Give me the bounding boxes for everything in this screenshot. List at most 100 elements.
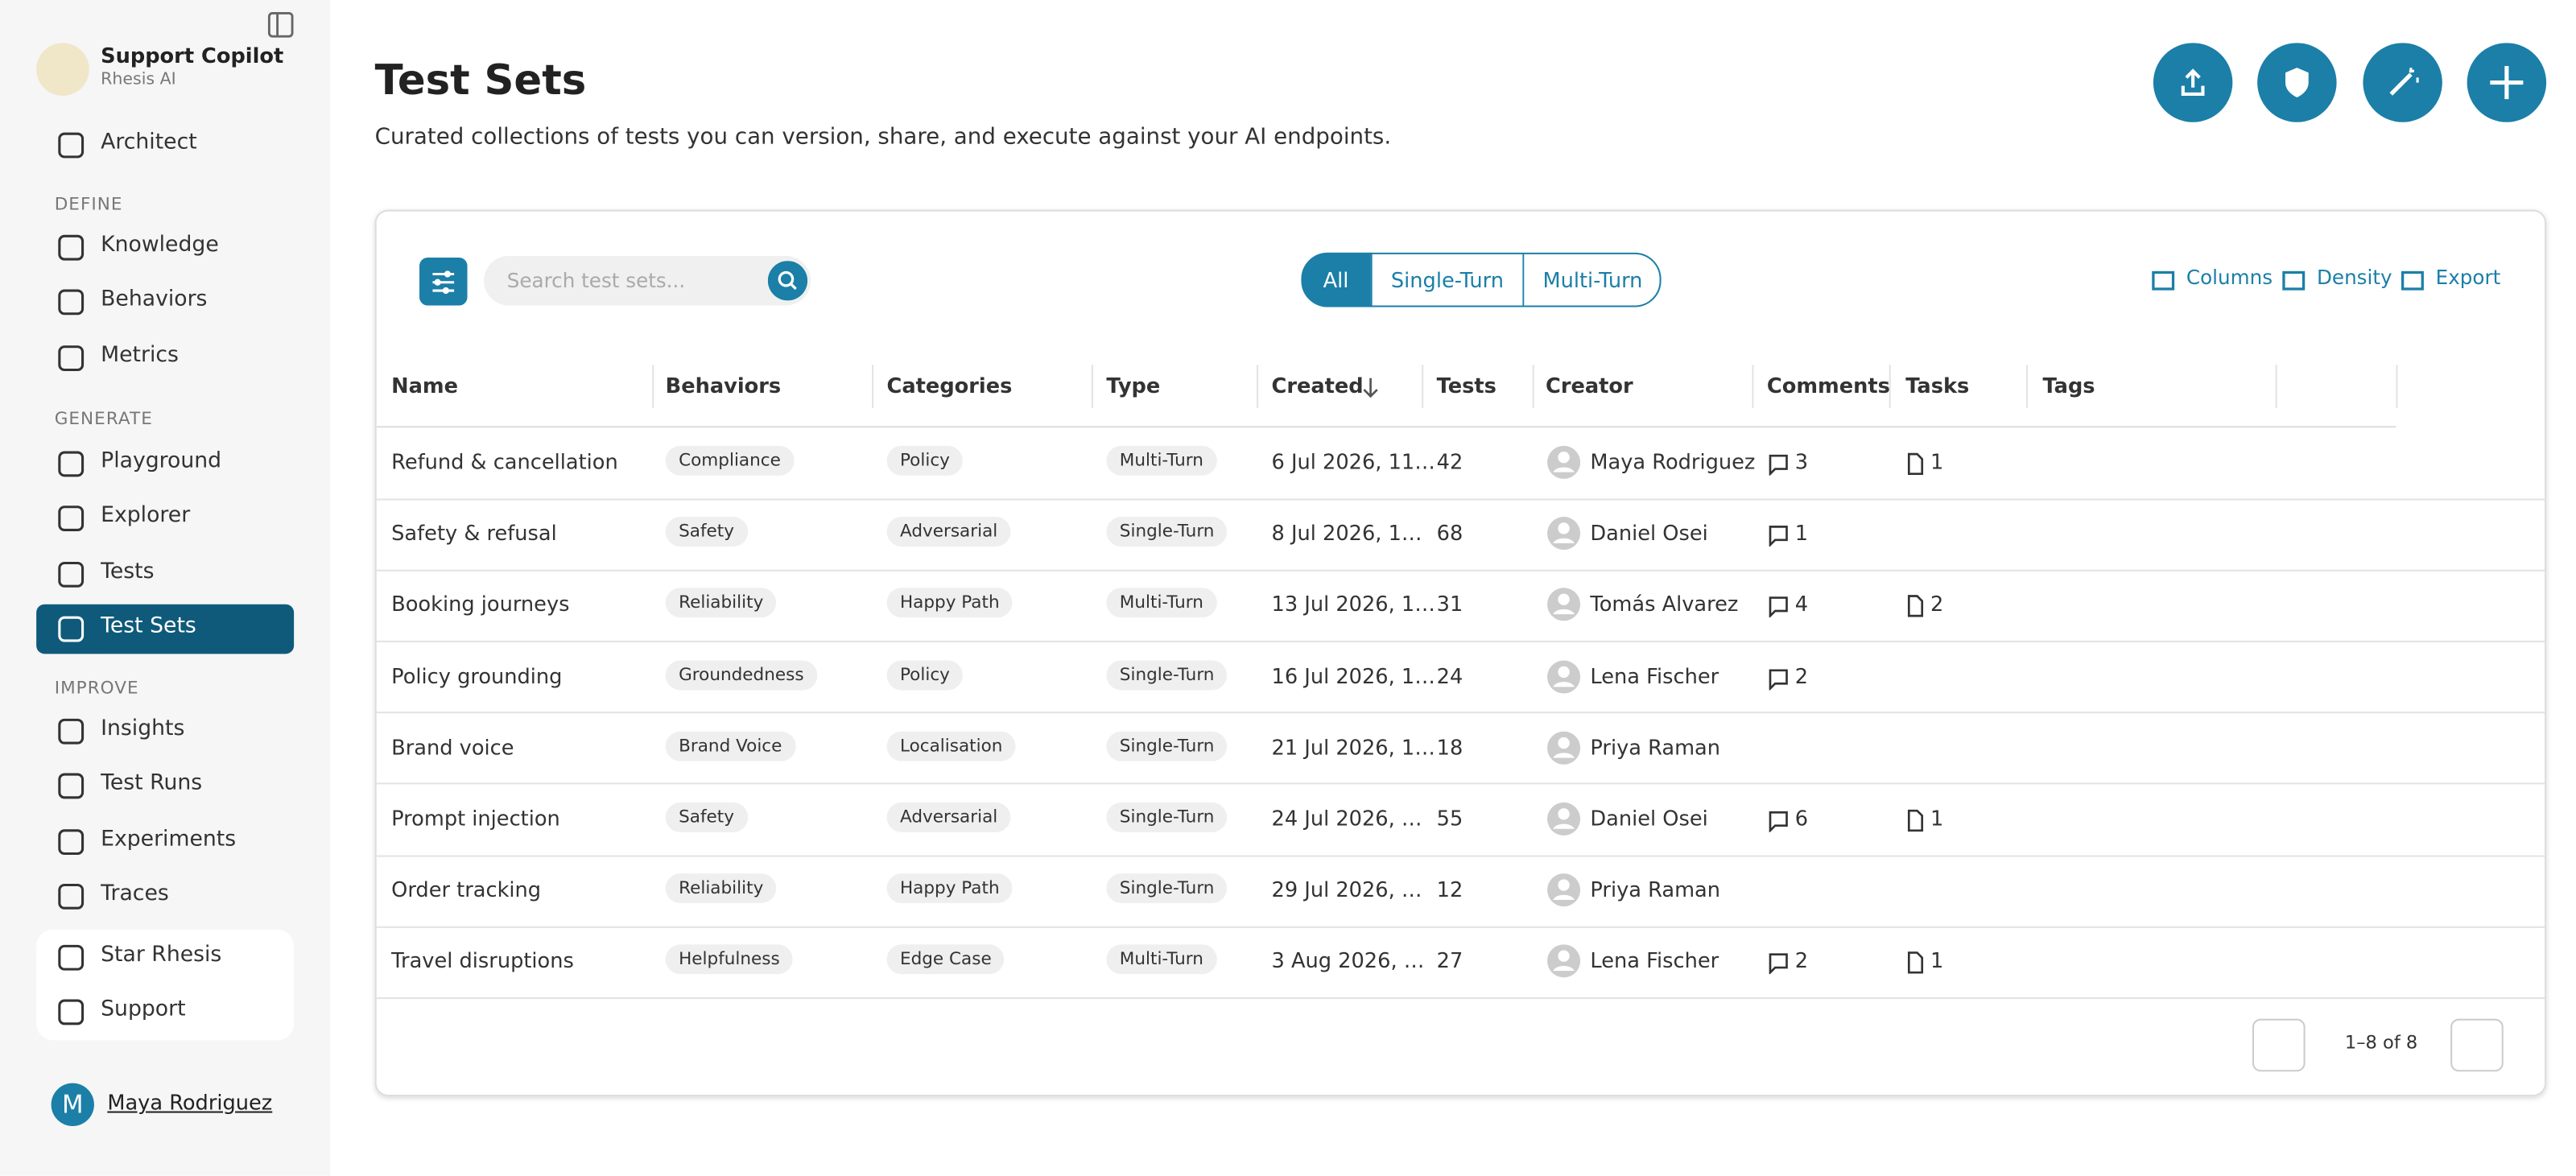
cell-name[interactable]: Safety & refusal bbox=[391, 520, 557, 546]
search-box[interactable]: Search test sets... bbox=[484, 255, 811, 306]
next-page[interactable] bbox=[2450, 1018, 2504, 1072]
chip: Single-Turn bbox=[1106, 873, 1228, 904]
icon bbox=[1546, 943, 1582, 986]
chip: Single-Turn bbox=[1106, 659, 1228, 690]
cell-created: 24 Jul 2026, … bbox=[1271, 806, 1422, 831]
icon bbox=[56, 343, 86, 379]
cell-tests: 18 bbox=[1436, 734, 1463, 760]
nav-item[interactable]: Test Runs bbox=[101, 771, 203, 797]
generate-button[interactable] bbox=[2363, 43, 2442, 122]
cell-creator: Priya Raman bbox=[1590, 734, 1721, 760]
user-name[interactable]: Maya Rodriguez bbox=[107, 1089, 273, 1115]
chip: Happy Path bbox=[886, 873, 1013, 904]
search-icon[interactable] bbox=[767, 261, 808, 301]
nav-item[interactable]: Knowledge bbox=[101, 233, 219, 258]
row-rule bbox=[376, 640, 2545, 642]
chip: Compliance bbox=[665, 445, 795, 476]
row-rule bbox=[376, 926, 2545, 928]
nav-item[interactable]: Explorer bbox=[101, 504, 191, 530]
filter-toggle[interactable]: All bbox=[1301, 252, 1371, 307]
upload-button[interactable] bbox=[2153, 43, 2233, 122]
add-button[interactable] bbox=[2467, 43, 2547, 122]
cell-created: 29 Jul 2026, … bbox=[1271, 877, 1422, 902]
cell-created: 3 Aug 2026, … bbox=[1271, 948, 1425, 974]
chip: Groundedness bbox=[665, 659, 818, 690]
nav-item[interactable]: Metrics bbox=[101, 342, 179, 368]
shield-button[interactable] bbox=[2257, 43, 2337, 122]
cell-tests: 27 bbox=[1436, 948, 1463, 974]
nav-item[interactable]: Architect bbox=[101, 130, 197, 155]
toolbar-action[interactable]: Columns bbox=[2186, 266, 2273, 289]
icon bbox=[56, 614, 86, 650]
nav-item[interactable]: Support bbox=[101, 997, 186, 1022]
footer-box bbox=[36, 929, 295, 1041]
icon bbox=[1767, 807, 1790, 839]
collapse-icon[interactable] bbox=[267, 11, 294, 38]
chip: Policy bbox=[886, 445, 964, 476]
row-rule bbox=[376, 712, 2545, 714]
icon bbox=[1905, 451, 1926, 482]
cell-name[interactable]: Prompt injection bbox=[391, 806, 560, 831]
prev-page[interactable] bbox=[2252, 1018, 2306, 1072]
cell-name[interactable]: Brand voice bbox=[391, 734, 514, 760]
column-header[interactable]: Behaviors bbox=[665, 373, 782, 398]
chip: Safety bbox=[665, 517, 748, 547]
org-name: Support Copilot bbox=[101, 43, 284, 68]
cell-name[interactable]: Booking journeys bbox=[391, 592, 570, 617]
icon bbox=[56, 449, 86, 485]
nav-item[interactable]: Test Sets bbox=[101, 613, 196, 639]
icon bbox=[1546, 658, 1582, 701]
icon bbox=[1767, 665, 1790, 696]
cell-tests: 24 bbox=[1436, 662, 1463, 688]
cell-creator: Lena Fischer bbox=[1590, 662, 1719, 688]
chip: Adversarial bbox=[886, 802, 1011, 832]
chip: Edge Case bbox=[886, 945, 1005, 976]
cell-created: 16 Jul 2026, 1… bbox=[1271, 662, 1435, 688]
chip: Single-Turn bbox=[1106, 802, 1228, 832]
cell-name[interactable]: Refund & cancellation bbox=[391, 448, 618, 474]
nav-item[interactable]: Experiments bbox=[101, 826, 237, 852]
column-header[interactable]: Categories bbox=[886, 373, 1013, 398]
nav-item[interactable]: Star Rhesis bbox=[101, 943, 222, 968]
icon bbox=[1546, 801, 1582, 844]
column-header[interactable]: Tags bbox=[2042, 373, 2095, 398]
cell-tests: 31 bbox=[1436, 592, 1463, 617]
icon bbox=[56, 772, 86, 808]
icon bbox=[1767, 950, 1790, 981]
cell-tests: 12 bbox=[1436, 877, 1463, 902]
filter-toggle[interactable]: Multi-Turn bbox=[1522, 252, 1661, 307]
nav-item[interactable]: Insights bbox=[101, 716, 185, 742]
column-header[interactable]: Type bbox=[1106, 373, 1161, 398]
column-divider bbox=[1091, 365, 1093, 408]
cell-name[interactable]: Order tracking bbox=[391, 877, 542, 902]
nav-item[interactable]: Traces bbox=[101, 881, 169, 906]
toolbar-action[interactable]: Density bbox=[2316, 266, 2392, 289]
icon bbox=[56, 943, 86, 979]
nav-item[interactable]: Behaviors bbox=[101, 287, 208, 313]
icon bbox=[56, 881, 86, 918]
icon bbox=[56, 233, 86, 269]
column-header[interactable]: Created bbox=[1271, 373, 1364, 398]
column-header[interactable]: Name bbox=[391, 373, 459, 398]
cell-name[interactable]: Travel disruptions bbox=[391, 948, 574, 974]
chip: Happy Path bbox=[886, 588, 1013, 618]
icon bbox=[1767, 451, 1790, 482]
nav-item[interactable]: Playground bbox=[101, 448, 222, 474]
chip: Single-Turn bbox=[1106, 517, 1228, 547]
cell-name[interactable]: Policy grounding bbox=[391, 662, 563, 688]
cell-creator: Maya Rodriguez bbox=[1590, 448, 1756, 474]
filter-toggle[interactable]: Single-Turn bbox=[1370, 252, 1523, 307]
column-header[interactable]: Tests bbox=[1436, 373, 1496, 398]
icon bbox=[1546, 729, 1582, 772]
toolbar-action[interactable]: Export bbox=[2435, 266, 2501, 289]
column-divider bbox=[1532, 365, 1534, 408]
column-header[interactable]: Creator bbox=[1546, 373, 1633, 398]
column-header[interactable]: Tasks bbox=[1905, 373, 1970, 398]
comment-count: 3 bbox=[1794, 448, 1809, 474]
cell-creator: Daniel Osei bbox=[1590, 520, 1708, 546]
column-header[interactable]: Comments bbox=[1766, 373, 1890, 398]
comment-count: 2 bbox=[1794, 662, 1809, 688]
filter-button[interactable] bbox=[419, 258, 468, 306]
nav-item[interactable]: Tests bbox=[101, 559, 155, 584]
